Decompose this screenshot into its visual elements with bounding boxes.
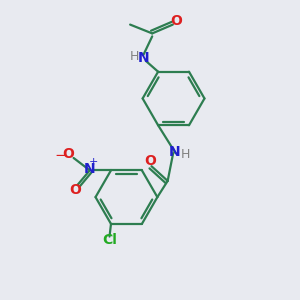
Text: N: N xyxy=(84,162,96,176)
Text: N: N xyxy=(138,51,149,65)
Text: N: N xyxy=(169,145,181,159)
Text: O: O xyxy=(69,183,81,197)
Text: O: O xyxy=(170,14,182,28)
Text: −: − xyxy=(55,148,68,163)
Text: Cl: Cl xyxy=(102,233,117,247)
Text: O: O xyxy=(144,154,156,168)
Text: H: H xyxy=(181,148,190,161)
Text: +: + xyxy=(88,157,98,167)
Text: H: H xyxy=(129,50,139,64)
Text: O: O xyxy=(62,147,74,160)
